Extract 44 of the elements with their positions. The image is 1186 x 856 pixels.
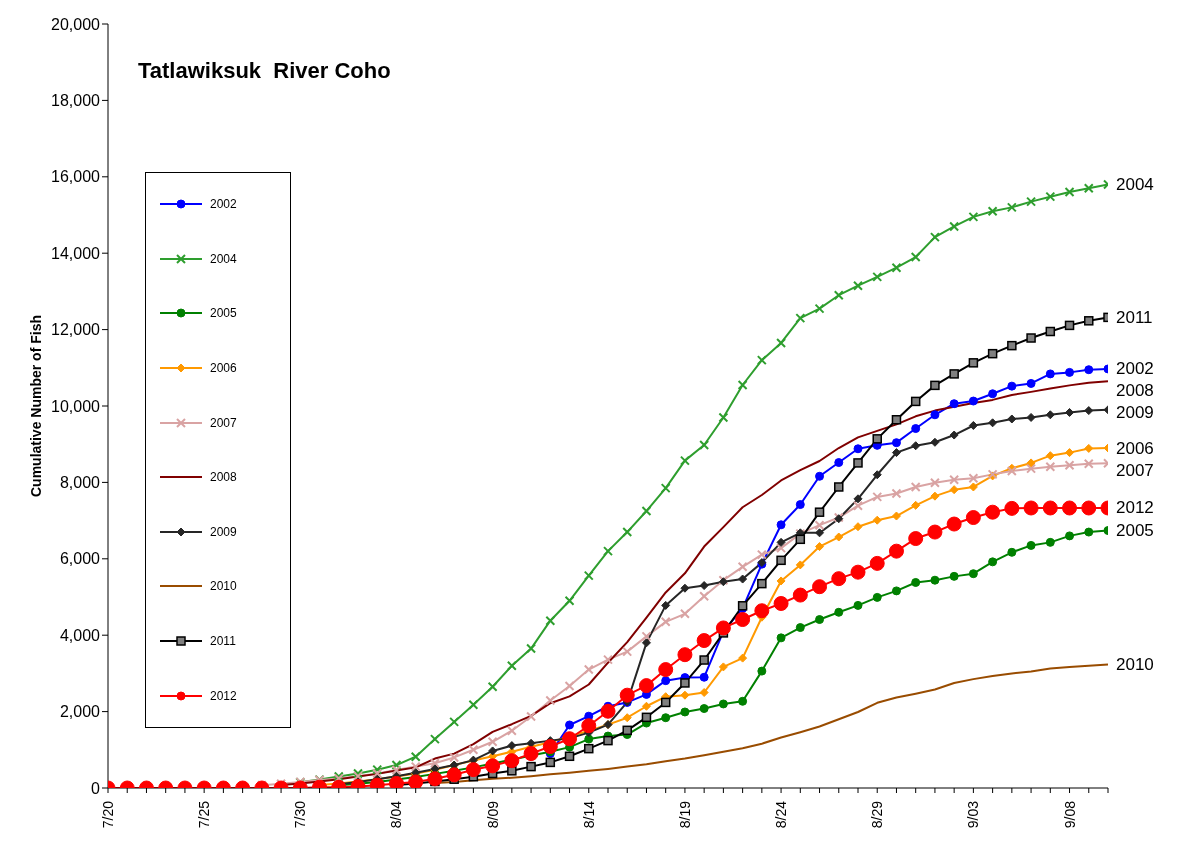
x-tick-label: 8/04 (388, 800, 405, 829)
y-tick-label: 4,000 (59, 626, 101, 644)
text: 2004 (1116, 174, 1154, 194)
legend-label: 2010 (210, 579, 237, 594)
text: 2010 (1116, 655, 1154, 675)
legend-label: 2002 (210, 197, 237, 212)
legend-label: 2011 (210, 634, 236, 649)
x-tick-label: 8/29 (869, 800, 886, 829)
y-tick-label: 18,000 (51, 92, 101, 110)
legend-label: 2008 (210, 470, 237, 485)
y-axis-title: Cumulative Number of Fish (27, 314, 44, 498)
y-tick-label: 12,000 (51, 321, 101, 339)
y-tick-label: 20,000 (51, 15, 101, 33)
text: 2006 (1116, 438, 1154, 458)
x-tick-label: 7/20 (100, 800, 116, 829)
y-tick-label: 0 (91, 779, 101, 797)
text: 2009 (1116, 403, 1154, 423)
x-tick-label: 8/14 (580, 800, 597, 829)
text: 2007 (1116, 460, 1154, 480)
legend-label: 2007 (210, 415, 237, 430)
legend-label: 2006 (210, 361, 237, 376)
text: 2005 (1116, 521, 1154, 541)
text: 2008 (1116, 381, 1154, 401)
legend-label: 2005 (210, 306, 237, 321)
x-tick-label: 7/30 (292, 800, 309, 829)
legend-label: 2004 (210, 251, 237, 266)
legend-label: 2009 (210, 524, 237, 539)
legend-label: 2012 (210, 688, 237, 703)
x-tick-label: 8/19 (676, 800, 693, 829)
text: 2011 (1116, 307, 1153, 327)
x-tick-label: 9/08 (1061, 800, 1078, 829)
text: 2012 (1116, 498, 1154, 518)
text: 2002 (1116, 359, 1154, 379)
y-tick-label: 10,000 (51, 397, 101, 415)
x-tick-label: 9/03 (965, 800, 982, 829)
x-tick-label: 7/25 (196, 800, 213, 829)
text: Tatlawiksuk River Coho (138, 58, 391, 84)
y-tick-label: 2,000 (59, 703, 101, 721)
y-tick-label: 6,000 (59, 550, 101, 568)
y-tick-label: 14,000 (51, 244, 101, 262)
y-tick-label: 8,000 (59, 474, 101, 492)
x-tick-label: 8/09 (484, 800, 501, 829)
y-tick-label: 16,000 (51, 168, 101, 186)
x-tick-label: 8/24 (773, 800, 790, 829)
